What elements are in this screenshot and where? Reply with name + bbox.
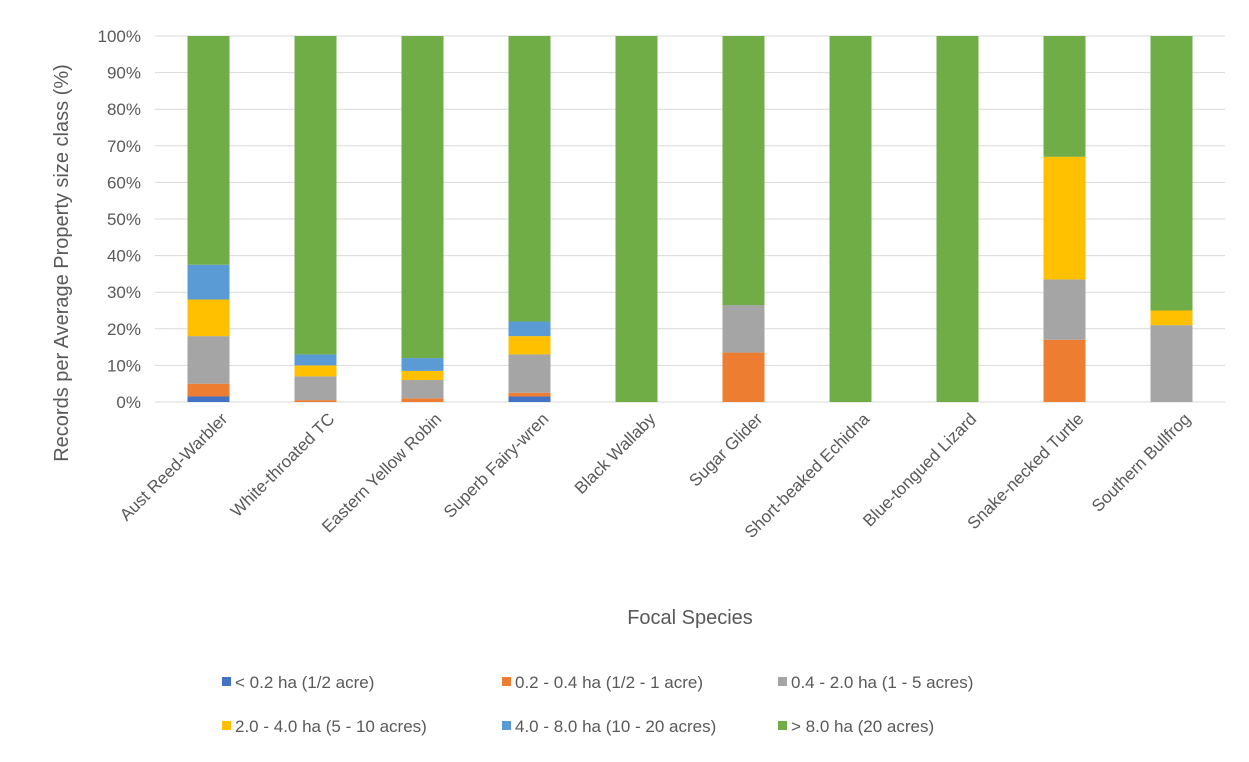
y-tick-label: 10% xyxy=(107,356,141,375)
bar-segment xyxy=(401,398,444,402)
y-tick-label: 0% xyxy=(116,393,141,412)
legend-entry: < 0.2 ha (1/2 acre) xyxy=(235,673,374,692)
bar-segment xyxy=(187,264,230,300)
bar-segment xyxy=(401,380,444,399)
bar-segment xyxy=(615,36,658,402)
y-tick-label: 20% xyxy=(107,320,141,339)
legend-swatch xyxy=(778,677,787,686)
x-category-label: Southern Bullfrog xyxy=(1088,409,1194,515)
x-axis-title: Focal Species xyxy=(627,607,753,629)
legend-entry: 0.4 - 2.0 ha (1 - 5 acres) xyxy=(791,673,973,692)
legend-entry: > 8.0 ha (20 acres) xyxy=(791,717,934,736)
x-category-label: Snake-necked Turtle xyxy=(964,409,1088,533)
bar-segment xyxy=(1150,36,1193,311)
bar-segment xyxy=(187,299,230,337)
bar-segment xyxy=(936,36,979,402)
bar-segment xyxy=(829,36,872,402)
bar-segment xyxy=(1043,156,1086,280)
x-category-label: Short-beaked Echidna xyxy=(741,409,874,542)
y-tick-label: 70% xyxy=(107,137,141,156)
bar-segment xyxy=(722,36,765,306)
bar-segment xyxy=(508,321,551,337)
bar-segment xyxy=(508,336,551,355)
x-category-label: Eastern Yellow Robin xyxy=(318,409,445,536)
bar-segment xyxy=(294,36,337,355)
bar-segment xyxy=(1150,310,1193,326)
y-tick-label: 100% xyxy=(98,27,141,46)
bar-segment xyxy=(401,370,444,381)
y-tick-label: 80% xyxy=(107,100,141,119)
legend-swatch xyxy=(778,721,787,730)
legend-swatch xyxy=(502,721,511,730)
bars-group xyxy=(187,36,1193,402)
legend-entry: 4.0 - 8.0 ha (10 - 20 acres) xyxy=(515,717,716,736)
y-tick-label: 30% xyxy=(107,283,141,302)
legend-entry: 2.0 - 4.0 ha (5 - 10 acres) xyxy=(235,717,427,736)
x-category-label: Superb Fairy-wren xyxy=(440,409,552,521)
bar-segment xyxy=(508,354,551,393)
bar-segment xyxy=(1043,279,1086,340)
bar-segment xyxy=(401,358,444,371)
bar-segment xyxy=(508,36,551,322)
bar-segment xyxy=(508,396,551,402)
bar-segment xyxy=(294,400,337,402)
x-category-label: Aust Reed-Warbler xyxy=(116,409,231,524)
x-category-label: Blue-tongued Lizard xyxy=(859,409,980,530)
legend-swatch xyxy=(502,677,511,686)
bar-segment xyxy=(1150,325,1193,402)
bar-segment xyxy=(187,36,230,265)
legend: < 0.2 ha (1/2 acre) 0.2 - 0.4 ha (1/2 - 1… xyxy=(222,673,973,736)
x-category-label: Black Wallaby xyxy=(571,409,660,498)
y-tick-label: 50% xyxy=(107,210,141,229)
x-category-label: White-throated TC xyxy=(227,409,338,520)
y-tick-label: 90% xyxy=(107,64,141,83)
bar-segment xyxy=(294,365,337,377)
y-tick-label: 60% xyxy=(107,173,141,192)
bar-segment xyxy=(722,352,765,402)
bar-segment xyxy=(1043,339,1086,402)
y-tick-labels: 0% 10% 20% 30% 40% 50% 60% 70% 80% 90% 100% xyxy=(98,27,141,412)
bar-segment xyxy=(187,336,230,384)
bar-segment xyxy=(508,392,551,397)
y-tick-label: 40% xyxy=(107,247,141,266)
bar-segment xyxy=(1043,36,1086,157)
bar-segment xyxy=(722,305,765,353)
bar-segment xyxy=(294,376,337,401)
legend-swatch xyxy=(222,677,231,686)
bar-segment xyxy=(187,396,230,402)
bar-segment xyxy=(187,383,230,397)
bar-segment xyxy=(294,354,337,366)
y-axis-title: Records per Average Property size class … xyxy=(51,64,73,462)
x-category-label: Sugar Glider xyxy=(685,409,766,490)
bar-segment xyxy=(401,36,444,359)
legend-swatch xyxy=(222,721,231,730)
legend-entry: 0.2 - 0.4 ha (1/2 - 1 acre) xyxy=(515,673,703,692)
